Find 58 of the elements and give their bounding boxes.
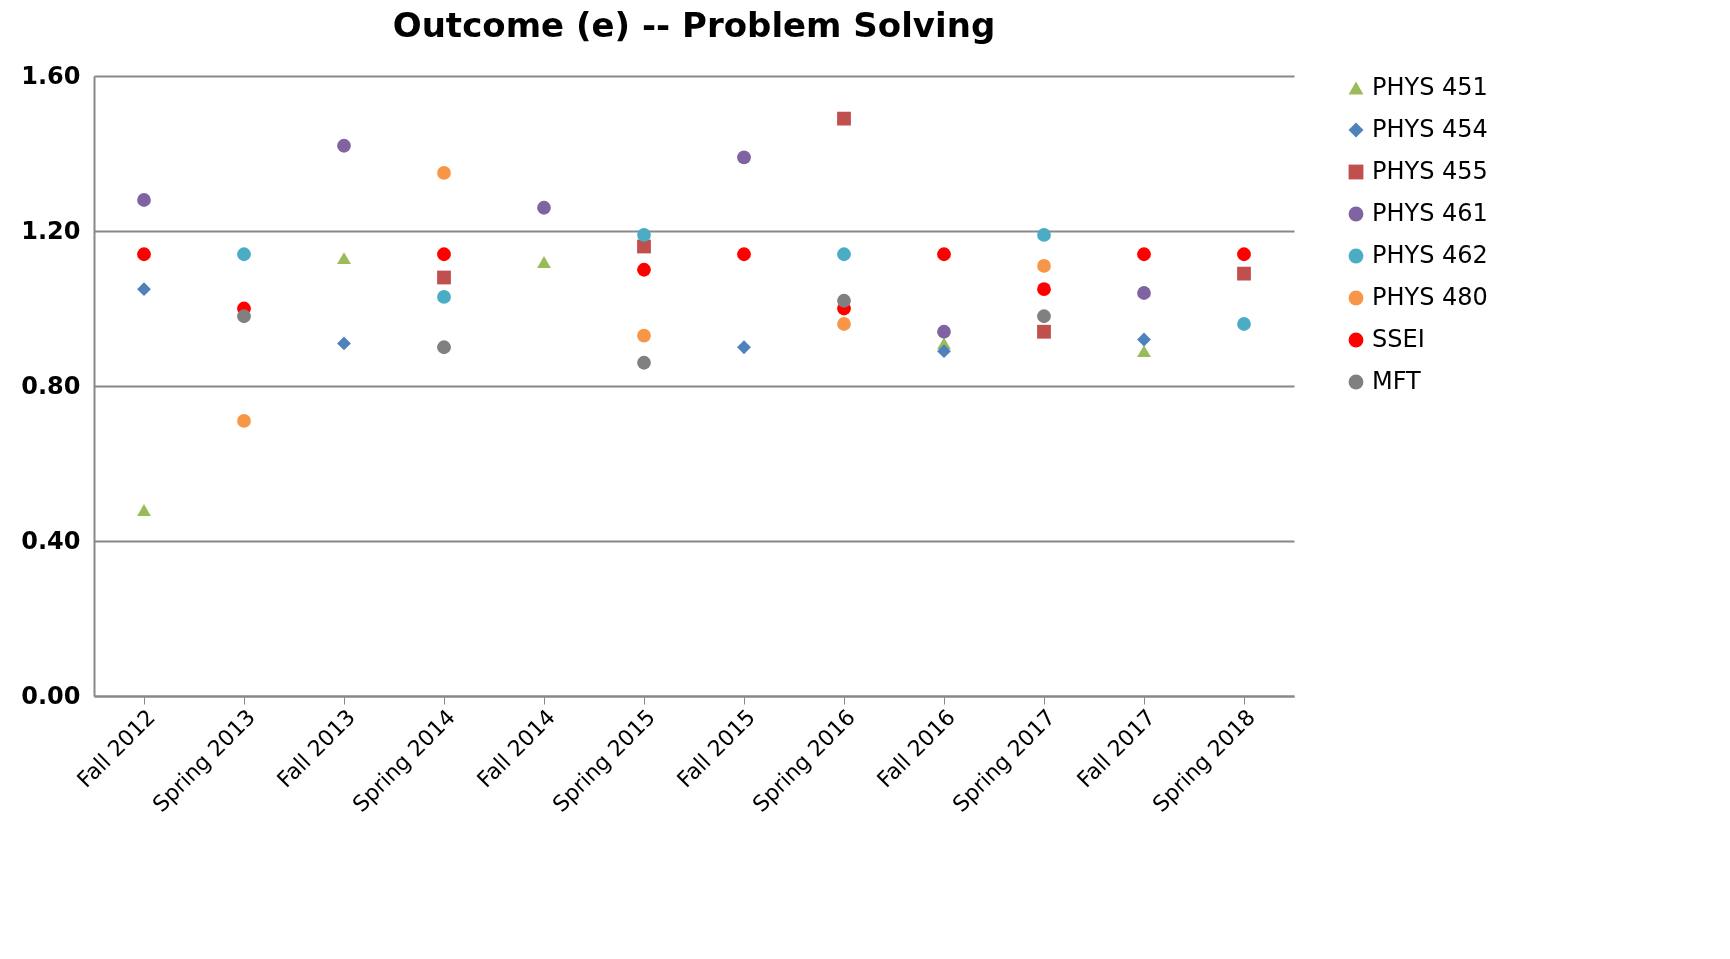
point <box>1037 282 1051 296</box>
point <box>1237 247 1251 262</box>
point <box>1037 324 1051 339</box>
point <box>1137 345 1151 358</box>
legend-label: PHYS 454 <box>1372 115 1488 143</box>
point <box>637 239 651 254</box>
point <box>437 290 451 304</box>
point <box>937 344 951 359</box>
point <box>637 355 651 370</box>
point <box>137 504 151 516</box>
point <box>337 336 351 351</box>
y-tick-label: 1.60 <box>21 61 81 90</box>
legend-label: PHYS 455 <box>1372 157 1488 185</box>
point <box>437 340 451 355</box>
point <box>1037 309 1051 324</box>
point <box>237 247 251 262</box>
point <box>537 256 551 268</box>
point <box>1037 259 1051 273</box>
y-tick-label: 1.20 <box>21 216 81 245</box>
legend-label: PHYS 461 <box>1372 199 1488 227</box>
point <box>137 282 151 297</box>
point <box>637 328 651 343</box>
y-tick-label: 0.00 <box>21 681 81 710</box>
point <box>1137 332 1151 347</box>
y-tick-label: 0.80 <box>21 371 81 400</box>
point <box>437 247 451 262</box>
chart-title: Outcome (e) -- Problem Solving <box>392 5 996 45</box>
point <box>337 252 351 265</box>
legend-label: PHYS 480 <box>1372 283 1488 311</box>
legend-label: PHYS 462 <box>1372 241 1488 269</box>
point <box>137 247 151 262</box>
point <box>837 293 851 308</box>
point <box>1137 247 1151 262</box>
point <box>1237 266 1251 281</box>
point <box>737 150 751 165</box>
point <box>837 111 851 126</box>
point <box>1037 228 1051 242</box>
point <box>237 414 251 428</box>
point <box>1237 317 1251 331</box>
point <box>137 193 151 207</box>
point <box>437 166 451 180</box>
legend-label: SSEI <box>1372 325 1425 353</box>
y-tick-label: 0.40 <box>21 526 81 555</box>
point <box>637 228 651 242</box>
point <box>937 247 951 262</box>
point <box>737 340 751 355</box>
point <box>537 200 551 215</box>
point <box>437 270 451 285</box>
point <box>737 247 751 262</box>
point <box>1137 286 1151 300</box>
legend-label: PHYS 451 <box>1372 73 1488 101</box>
point <box>637 262 651 277</box>
point <box>237 309 251 324</box>
point <box>937 324 951 339</box>
point <box>837 317 851 331</box>
legend-label: MFT <box>1372 367 1422 395</box>
point <box>337 138 351 153</box>
point <box>837 247 851 262</box>
